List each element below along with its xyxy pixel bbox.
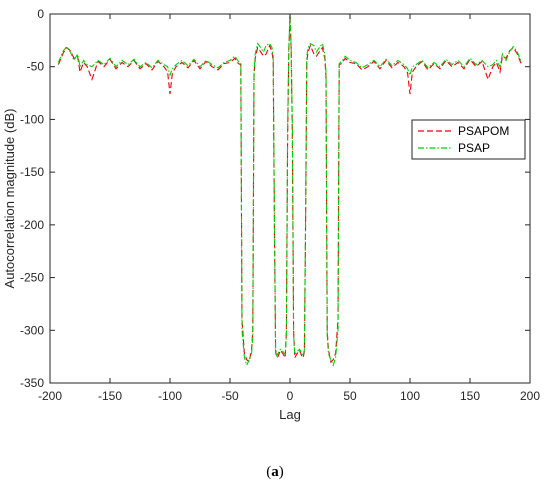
x-tick-label: 100: [400, 389, 420, 403]
caption-close: ): [278, 464, 284, 480]
caption-letter: a: [271, 464, 279, 480]
y-tick-label: -250: [20, 271, 44, 285]
series-line-psapom: [57, 15, 523, 363]
y-axis: 0 -50 -100 -150 -200 -250 -300 -350: [20, 7, 530, 390]
legend-box: [411, 119, 526, 160]
legend-entry-psap: PSAP: [458, 141, 490, 155]
y-tick-label: -50: [27, 60, 45, 74]
x-tick-label: 200: [520, 389, 540, 403]
y-tick-label: -100: [20, 112, 44, 126]
x-tick-label: -150: [98, 389, 122, 403]
series-line-psap: [57, 14, 523, 367]
x-tick-label: 150: [460, 389, 480, 403]
figure-caption: (a): [0, 464, 550, 481]
x-axis: -200 -150 -100 -50 0 50 100 150 200: [38, 14, 540, 403]
legend: PSAPOM PSAP: [411, 119, 526, 160]
y-tick-label: -350: [20, 376, 44, 390]
y-tick-label: 0: [37, 7, 44, 21]
y-tick-label: -150: [20, 165, 44, 179]
caption-open: (: [266, 464, 272, 480]
y-tick-label: -300: [20, 323, 44, 337]
y-axis-label: Autocorrelation magnitude (dB): [2, 109, 17, 289]
x-tick-label: -100: [158, 389, 182, 403]
x-tick-label: -50: [221, 389, 239, 403]
plot-area: [50, 14, 530, 383]
series-layer: [57, 14, 523, 367]
legend-entry-psapom: PSAPOM: [458, 124, 509, 138]
x-axis-label: Lag: [279, 407, 301, 422]
x-tick-label: -200: [38, 389, 62, 403]
y-tick-label: -200: [20, 218, 44, 232]
x-tick-label: 0: [287, 389, 294, 403]
x-tick-label: 50: [343, 389, 357, 403]
